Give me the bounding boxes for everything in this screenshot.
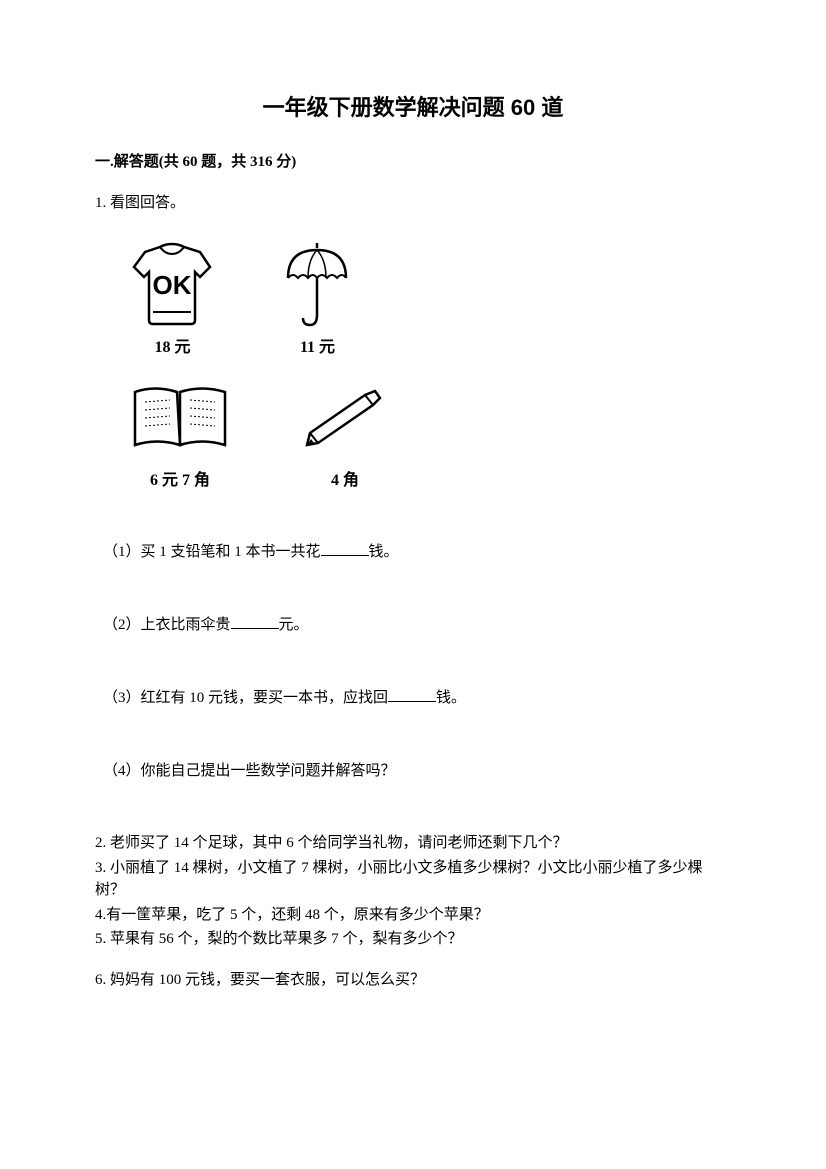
problem-6: 6. 妈妈有 100 元钱，要买一套衣服，可以怎么买？ [95,969,731,992]
sq3-suffix: 钱。 [436,690,466,706]
word-problems: 2. 老师买了 14 个足球，其中 6 个给同学当礼物，请问老师还剩下几个？ 3… [95,832,731,991]
problem-5: 5. 苹果有 56 个，梨的个数比苹果多 7 个，梨有多少个？ [95,928,731,951]
items-grid: OK 18 元 11 元 [125,242,731,490]
sq2-prefix: （2）上衣比雨伞贵 [103,617,231,633]
sub-question-3: （3）红红有 10 元钱，要买一本书，应找回 钱。 [103,686,731,707]
sq3-prefix: （3）红红有 10 元钱，要买一本书，应找回 [103,690,388,706]
pencil-icon [295,375,395,460]
problem-2: 2. 老师买了 14 个足球，其中 6 个给同学当礼物，请问老师还剩下几个？ [95,832,731,855]
sub-questions: （1）买 1 支铅笔和 1 本书一共花钱。 （2）上衣比雨伞贵元。 （3）红红有… [103,540,731,780]
item-shirt: OK 18 元 [125,242,220,357]
book-icon [125,375,235,460]
question-1-intro: 1. 看图回答。 [95,191,731,212]
book-price: 6 元 7 角 [150,466,210,490]
items-row-2: 6 元 7 角 4 角 [125,375,731,490]
blank-input[interactable] [388,686,436,702]
shirt-price: 18 元 [154,333,190,357]
page-title: 一年级下册数学解决问题 60 道 [95,90,731,122]
blank-input[interactable] [321,540,369,556]
svg-text:OK: OK [153,270,192,300]
item-umbrella: 11 元 [280,242,355,357]
pencil-price: 4 角 [331,466,359,490]
sub-question-2: （2）上衣比雨伞贵 元。 [103,613,731,634]
item-pencil: 4 角 [295,375,395,490]
sq1-suffix: 钱。 [369,544,399,560]
umbrella-price: 11 元 [300,333,335,357]
items-row-1: OK 18 元 11 元 [125,242,731,357]
sq2-suffix: 元。 [279,617,309,633]
section-header: 一.解答题(共 60 题，共 316 分) [95,150,731,171]
problem-4: 4.有一筐苹果，吃了 5 个，还剩 48 个，原来有多少个苹果？ [95,904,731,927]
sub-question-4: （4）你能自己提出一些数学问题并解答吗？ [103,759,731,780]
shirt-icon: OK [125,242,220,327]
blank-input[interactable] [231,613,279,629]
problem-3: 3. 小丽植了 14 棵树，小文植了 7 棵树，小丽比小文多植多少棵树？小文比小… [95,857,731,902]
item-book: 6 元 7 角 [125,375,235,490]
sub-question-1: （1）买 1 支铅笔和 1 本书一共花 钱。 [103,540,731,561]
sq1-prefix: （1）买 1 支铅笔和 1 本书一共花 [103,544,321,560]
umbrella-icon [280,242,355,327]
